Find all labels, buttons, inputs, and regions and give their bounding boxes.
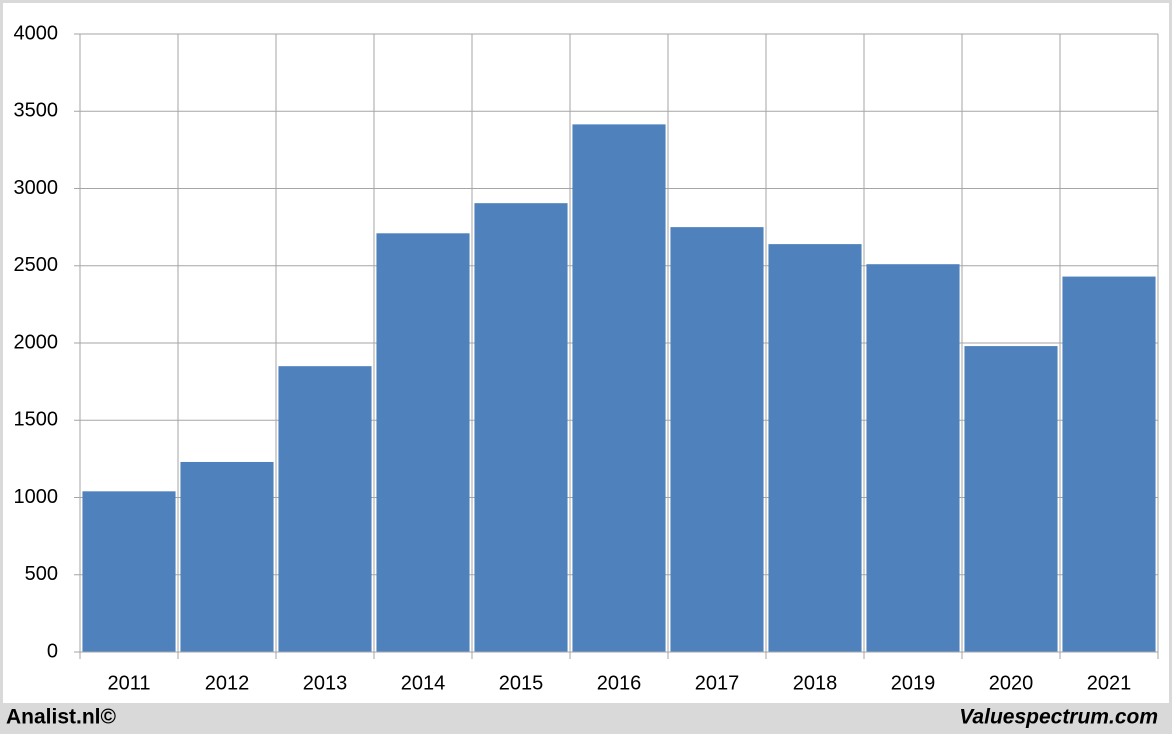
x-tick-label: 2015 xyxy=(499,672,544,694)
footer-left: Analist.nl© xyxy=(6,706,117,729)
x-tick-label: 2020 xyxy=(989,672,1034,694)
bar xyxy=(1062,276,1156,652)
bar xyxy=(278,366,372,652)
x-tick-label: 2021 xyxy=(1087,672,1132,694)
bar xyxy=(768,244,862,652)
y-tick-label: 2500 xyxy=(14,254,59,276)
bar xyxy=(376,233,470,652)
x-tick-label: 2013 xyxy=(303,672,348,694)
y-tick-label: 1000 xyxy=(14,486,59,508)
y-tick-label: 500 xyxy=(25,563,58,585)
x-tick-label: 2017 xyxy=(695,672,740,694)
bar xyxy=(82,491,176,652)
x-tick-label: 2016 xyxy=(597,672,642,694)
bar xyxy=(670,227,764,652)
bar xyxy=(964,346,1058,652)
x-tick-label: 2012 xyxy=(205,672,250,694)
bar xyxy=(180,461,274,652)
x-tick-label: 2018 xyxy=(793,672,838,694)
x-tick-label: 2014 xyxy=(401,672,446,694)
x-tick-label: 2011 xyxy=(107,672,150,694)
y-tick-label: 4000 xyxy=(14,22,59,44)
y-tick-label: 3500 xyxy=(14,100,59,122)
x-tick-label: 2019 xyxy=(891,672,936,694)
bar xyxy=(474,203,568,653)
y-tick-label: 3000 xyxy=(14,177,59,199)
y-tick-label: 0 xyxy=(47,640,58,662)
y-tick-label: 2000 xyxy=(14,331,59,353)
bar xyxy=(572,124,666,652)
y-tick-label: 1500 xyxy=(14,409,59,431)
bar xyxy=(866,264,960,652)
footer-right: Valuespectrum.com xyxy=(959,706,1158,729)
